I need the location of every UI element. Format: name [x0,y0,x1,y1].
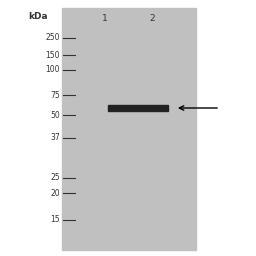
Text: 2: 2 [149,14,155,23]
Text: 100: 100 [46,66,60,74]
Text: 20: 20 [50,188,60,197]
Text: 25: 25 [50,174,60,183]
Bar [62,8,196,250]
Text: 75: 75 [50,91,60,100]
Text: 250: 250 [46,34,60,42]
Text: kDa: kDa [28,12,48,21]
Bar [108,105,168,111]
Text: 50: 50 [50,111,60,120]
Text: 150: 150 [46,50,60,59]
Text: 15: 15 [50,216,60,225]
Text: 37: 37 [50,133,60,143]
Text: 1: 1 [102,14,108,23]
